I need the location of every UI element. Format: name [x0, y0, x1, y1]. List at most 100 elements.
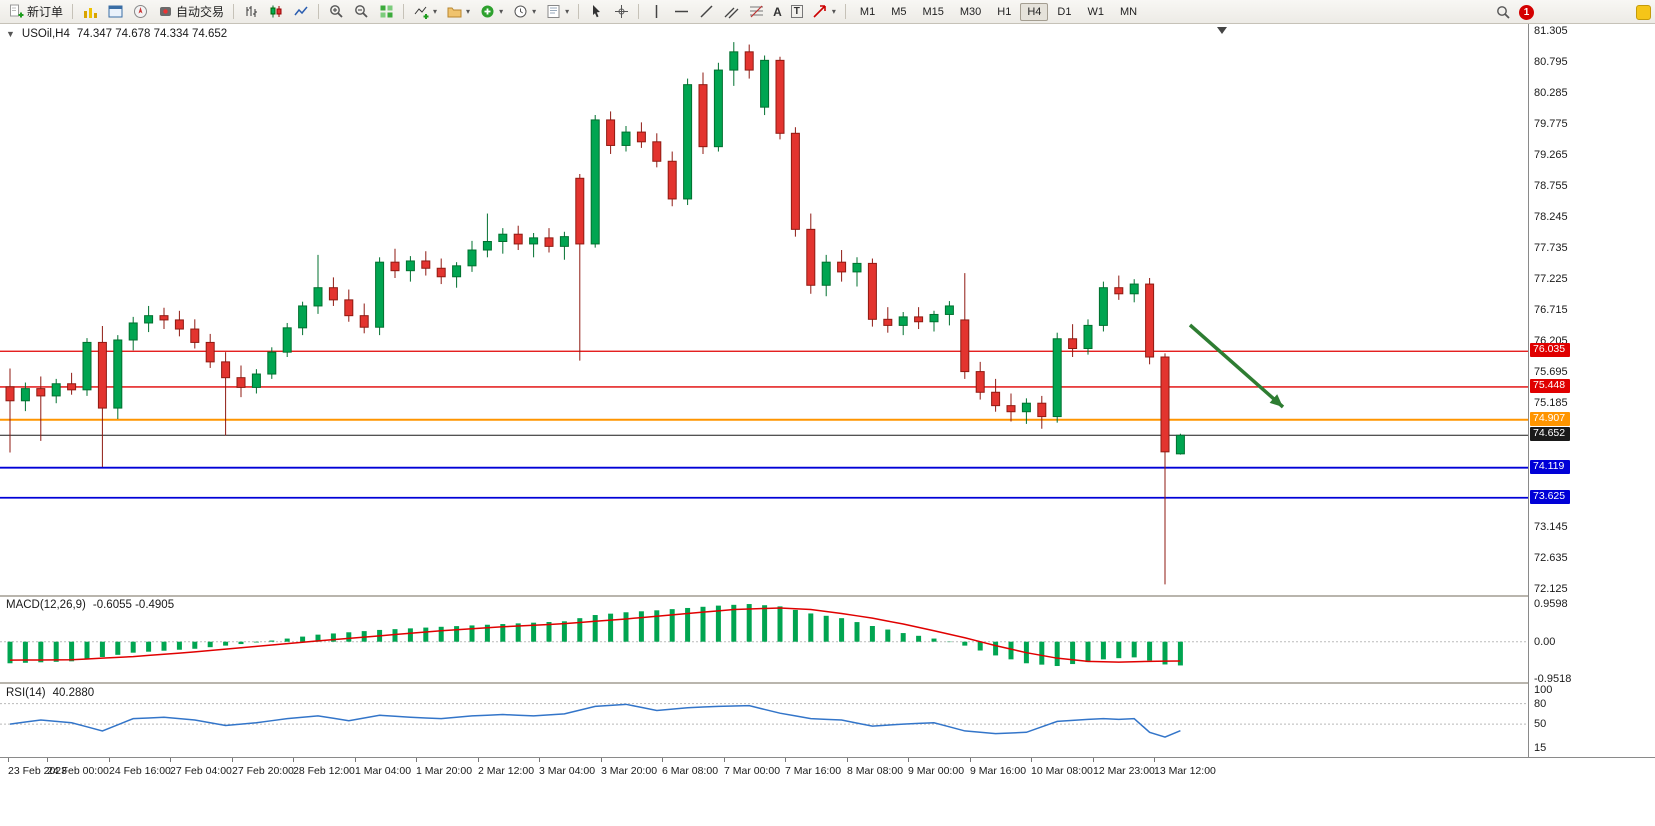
crosshair-button[interactable]	[609, 2, 633, 22]
fibonacci-tool[interactable]	[744, 2, 768, 22]
autotrading-button[interactable]: 自动交易	[153, 2, 228, 22]
time-axis-label: 7 Mar 16:00	[785, 765, 842, 777]
timeframe-button-m1[interactable]: M1	[859, 5, 876, 18]
candlestick-chart-button[interactable]	[264, 2, 288, 22]
indicators-button[interactable]: ▾	[475, 2, 507, 22]
timeframe-button-h4[interactable]: H4	[1020, 2, 1049, 21]
text-label-tool[interactable]: T	[787, 2, 807, 22]
time-axis-tick	[601, 758, 602, 762]
macd-scale-label: 0.00	[1534, 635, 1556, 648]
macd-panel-canvas[interactable]	[0, 597, 1528, 682]
periods-icon	[512, 4, 528, 20]
timeframe-button-m5[interactable]: M5	[891, 5, 907, 18]
time-axis-tick	[170, 758, 171, 762]
macd-scale-label: 0.9598	[1534, 598, 1568, 611]
autotrading-icon	[157, 4, 173, 20]
timeframe-button-h1[interactable]: H1	[997, 5, 1012, 18]
data-window-button[interactable]	[103, 2, 127, 22]
panel-separator[interactable]	[0, 682, 1655, 684]
price-scale-label: 81.305	[1534, 24, 1568, 37]
crosshair-icon	[613, 4, 629, 20]
periods-button[interactable]: ▾	[508, 2, 540, 22]
time-axis-tick	[662, 758, 663, 762]
time-axis-tick	[478, 758, 479, 762]
chevron-down-icon: ▾	[532, 7, 537, 16]
time-axis-label: 13 Mar 12:00	[1154, 765, 1216, 777]
time-axis[interactable]: 23 Feb 2023 24 Feb 00:00 24 Feb 16:00 27 Fe…	[0, 757, 1655, 781]
panel-separator[interactable]	[0, 595, 1655, 597]
navigator-icon	[132, 4, 148, 20]
time-axis-label: 24 Feb 16:00	[109, 765, 171, 777]
price-tag: 74.119	[1530, 459, 1570, 474]
new-order-button[interactable]: 新订单	[4, 2, 67, 22]
toolbar-separator	[578, 4, 580, 19]
cursor-icon	[588, 4, 604, 20]
time-axis-label: 24 Feb 00:00	[47, 765, 109, 777]
chart-ohlc-values: 74.347 74.678 74.334 74.652	[76, 28, 228, 40]
toolbar-separator	[233, 4, 235, 19]
zoom-out-button[interactable]	[349, 2, 373, 22]
timeframe-button-m30[interactable]: M30	[959, 5, 982, 18]
time-axis-label: 12 Mar 23:00	[1093, 765, 1155, 777]
notification-badge[interactable]: 1	[1519, 4, 1534, 20]
price-scale-label: 77.735	[1534, 241, 1568, 254]
search-icon[interactable]	[1495, 4, 1511, 20]
cursor-button[interactable]	[584, 2, 608, 22]
arrows-tool[interactable]: ▾	[808, 2, 840, 22]
price-tag: 76.035	[1530, 343, 1570, 358]
trendline-icon	[698, 4, 714, 20]
macd-signal-line	[9, 607, 1181, 663]
timeframe-button-mn[interactable]: MN	[1119, 5, 1138, 18]
main-chart-canvas[interactable]	[0, 24, 1528, 595]
zoom-in-button[interactable]	[324, 2, 348, 22]
community-icon[interactable]	[1636, 4, 1651, 20]
timeframe-button-w1[interactable]: W1	[1087, 5, 1104, 18]
rsi-scale-label: 15	[1534, 741, 1547, 754]
price-scale-label: 72.125	[1534, 582, 1568, 595]
chevron-down-icon: ▾	[466, 7, 471, 16]
toolbar-separator	[844, 4, 846, 19]
toolbar-separator	[72, 4, 74, 19]
text-label-icon: T	[790, 5, 803, 18]
trendline-tool[interactable]	[694, 2, 718, 22]
time-axis-tick	[908, 758, 909, 762]
bar-chart-button[interactable]	[239, 2, 263, 22]
time-axis-tick	[970, 758, 971, 762]
toolbar-right: 1	[1495, 0, 1651, 24]
rsi-panel-canvas[interactable]	[0, 684, 1528, 757]
navigator-button[interactable]	[128, 2, 152, 22]
vertical-line-tool[interactable]	[644, 2, 668, 22]
time-axis-tick	[293, 758, 294, 762]
rsi-indicator-label: RSI(14) 40.2880	[6, 687, 94, 699]
new-chart-button[interactable]: ▾	[409, 2, 441, 22]
macd-indicator-label: MACD(12,26,9) -0.6055 -0.4905	[6, 599, 174, 611]
trend-arrow-annotation[interactable]	[1188, 323, 1285, 409]
text-tool[interactable]: A	[769, 2, 786, 22]
templates-button[interactable]: ▾	[541, 2, 573, 22]
line-chart-button[interactable]	[289, 2, 313, 22]
fibonacci-icon	[748, 4, 764, 20]
time-axis-tick	[232, 758, 233, 762]
one-click-trading-toggle[interactable]: ▼	[6, 29, 15, 39]
timeframe-button-m15[interactable]: M15	[922, 5, 944, 18]
rsi-line	[9, 703, 1181, 738]
tile-windows-button[interactable]	[374, 2, 398, 22]
time-axis-tick	[785, 758, 786, 762]
timeframe-button-d1[interactable]: D1	[1057, 5, 1072, 18]
price-scale[interactable]: 81.305 80.795 80.285 79.775 79.265 78.755 78.2…	[1528, 24, 1655, 757]
time-axis-label: 9 Mar 16:00	[970, 765, 1027, 777]
profiles-button[interactable]: ▾	[442, 2, 474, 22]
time-axis-tick	[1154, 758, 1155, 762]
time-axis-tick	[416, 758, 417, 762]
price-tag: 75.448	[1530, 378, 1570, 393]
horizontal-line-tool[interactable]	[669, 2, 693, 22]
channel-tool[interactable]	[719, 2, 743, 22]
rsi-scale-label: 50	[1534, 718, 1547, 731]
market-watch-button[interactable]	[78, 2, 102, 22]
text-icon: A	[773, 4, 782, 19]
toolbar-separator	[318, 4, 320, 19]
new-order-icon	[8, 4, 24, 20]
time-axis-tick	[539, 758, 540, 762]
bid-price-tag: 74.652	[1530, 427, 1570, 442]
